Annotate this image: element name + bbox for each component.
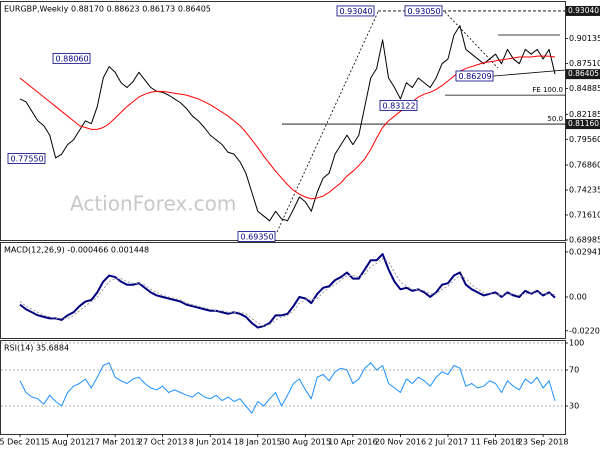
- watermark: ActionForex.com: [70, 192, 236, 216]
- x-tick-label: 30 Aug 2015: [280, 438, 331, 447]
- annotation-label: 0.93050: [408, 7, 441, 16]
- level-label: FE 100.0: [532, 86, 563, 94]
- y-tick-label: 70: [569, 366, 579, 375]
- price-marker-label: 0.86405: [568, 69, 599, 78]
- annotation-box: [455, 70, 494, 82]
- annotation-label: 0.83122: [383, 101, 416, 110]
- x-tick-label: 11 Feb 2018: [471, 438, 521, 447]
- x-tick-label: 20 Nov 2016: [375, 438, 426, 447]
- y-tick-label: 0.82185: [569, 110, 600, 119]
- annotation-label: 0.86209: [459, 72, 492, 81]
- x-tick-label: 10 Apr 2016: [328, 438, 377, 447]
- annotation-box: [336, 5, 375, 17]
- panel-frame: [0, 1, 566, 241]
- panel-frame: [0, 340, 566, 435]
- trend-line: [276, 11, 379, 233]
- annotation-box: [404, 5, 443, 17]
- y-tick-label: 0.00: [569, 292, 587, 301]
- x-tick-label: 25 Dec 2011: [0, 438, 46, 447]
- price-marker-label: 0.81160: [568, 119, 599, 128]
- series-line: [19, 253, 556, 329]
- y-tick-label: 0.87510: [569, 59, 600, 68]
- y-tick-label: 0.90135: [569, 34, 600, 43]
- series-line: [19, 258, 556, 327]
- panel-title: MACD(12,26,9) -0.000466 0.001448: [4, 246, 149, 255]
- panel-frame: [0, 242, 566, 339]
- annotation-label: 0.69350: [241, 233, 274, 242]
- y-tick-label: 0.79560: [569, 135, 600, 144]
- annotation-box: [379, 99, 418, 111]
- price-marker: [566, 119, 600, 130]
- x-tick-label: 18 Jan 2015: [234, 438, 282, 447]
- y-tick-label: 0.74235: [569, 186, 600, 195]
- annotation-label: 0.88060: [56, 54, 89, 63]
- annotation-label: 0.93040: [340, 7, 373, 16]
- x-tick-label: 8 Jun 2014: [189, 438, 232, 447]
- y-tick-label: 0.76860: [569, 161, 600, 170]
- panel-title: EURGBP,Weekly 0.88170 0.88623 0.86173 0.…: [4, 5, 211, 14]
- x-tick-label: 27 Oct 2013: [138, 438, 187, 447]
- y-tick-label: 0.029412: [569, 247, 600, 256]
- price-marker-label: 0.93040: [568, 6, 599, 15]
- x-tick-label: 2 Jul 2017: [428, 438, 468, 447]
- series-line: [19, 362, 556, 414]
- series-line: [19, 55, 556, 200]
- panel-title: RSI(14) 35.6884: [4, 344, 69, 353]
- annotation-box: [7, 153, 46, 164]
- annotation-box: [237, 231, 276, 242]
- level-label: 50.0: [547, 115, 563, 123]
- x-tick-label: 5 Aug 2012: [44, 438, 90, 447]
- annotation-box: [52, 52, 91, 64]
- annotation-label: 0.77550: [11, 154, 44, 163]
- y-tick-label: 100: [569, 339, 584, 348]
- y-tick-label: 0.71610: [569, 211, 600, 220]
- y-tick-label: 0.84885: [569, 84, 600, 93]
- series-line: [19, 25, 556, 222]
- y-tick-label: 30: [569, 402, 579, 411]
- price-marker: [566, 5, 600, 16]
- x-tick-label: 23 Sep 2018: [518, 438, 569, 447]
- y-tick-label: -0.022074: [569, 326, 600, 335]
- x-tick-label: 17 Mar 2013: [90, 438, 141, 447]
- price-marker: [566, 69, 600, 80]
- y-tick-label: 0.68985: [569, 236, 600, 245]
